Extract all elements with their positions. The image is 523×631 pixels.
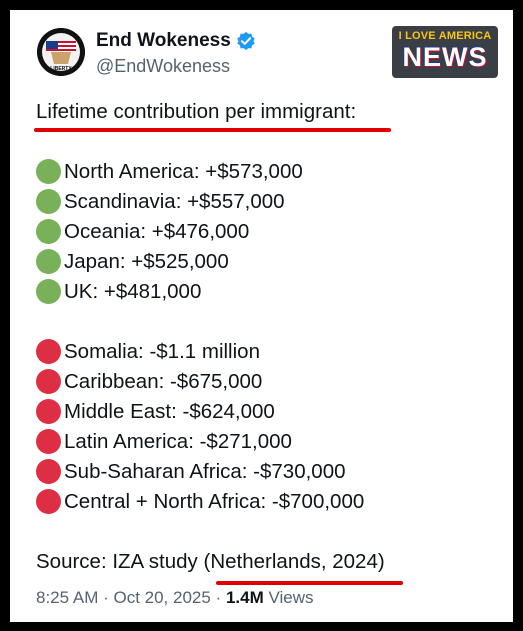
red-circle-icon xyxy=(36,428,61,454)
list-item: North America: +$573,000 xyxy=(36,158,303,186)
list-item-text: UK: +$481,000 xyxy=(64,280,202,303)
list-item: Scandinavia: +$557,000 xyxy=(36,188,285,216)
source-line: Source: IZA study (Netherlands, 2024) xyxy=(36,548,385,576)
list-item-text: Sub-Saharan Africa: -$730,000 xyxy=(64,460,346,483)
display-name[interactable]: End Wokeness xyxy=(96,30,231,51)
heading-underline xyxy=(34,128,391,132)
tweet-card: LIBERTY End Wokeness @EndWokeness I LOVE… xyxy=(10,10,513,622)
list-item: Middle East: -$624,000 xyxy=(36,398,275,426)
author-handle[interactable]: @EndWokeness xyxy=(96,56,231,76)
list-item-text: Central + North Africa: -$700,000 xyxy=(64,490,365,513)
red-circle-icon xyxy=(36,488,61,514)
source-highlight: Netherlands, 2024 xyxy=(210,550,378,573)
green-circle-icon xyxy=(36,188,61,214)
green-circle-icon xyxy=(36,158,61,184)
list-item: Somalia: -$1.1 million xyxy=(36,338,260,366)
list-item: Central + North Africa: -$700,000 xyxy=(36,488,364,516)
avatar-image: LIBERTY xyxy=(37,28,85,76)
list-item-text: Latin America: -$271,000 xyxy=(64,430,292,453)
list-item: Japan: +$525,000 xyxy=(36,248,229,276)
red-circle-icon xyxy=(36,368,61,394)
author-name-row: End Wokeness xyxy=(96,30,256,52)
list-item-text: North America: +$573,000 xyxy=(64,160,303,183)
avatar-text: LIBERTY xyxy=(50,66,72,72)
green-circle-icon xyxy=(36,218,61,244)
list-item-text: Scandinavia: +$557,000 xyxy=(64,190,285,213)
source-suffix: ) xyxy=(377,550,385,573)
views-label: Views xyxy=(263,588,314,607)
news-logo: I LOVE AMERICA NEWS xyxy=(392,26,498,78)
list-item-text: Oceania: +$476,000 xyxy=(64,220,250,243)
source-underline xyxy=(216,581,403,585)
red-circle-icon xyxy=(36,398,61,424)
timestamp[interactable]: 8:25 AM · Oct 20, 2025 · xyxy=(36,588,226,607)
list-item-text: Somalia: -$1.1 million xyxy=(64,340,260,363)
news-logo-line1: I LOVE AMERICA xyxy=(398,30,492,42)
list-item-text: Middle East: -$624,000 xyxy=(64,400,275,423)
list-item: UK: +$481,000 xyxy=(36,278,201,306)
list-item-text: Japan: +$525,000 xyxy=(64,250,229,273)
news-logo-line2: NEWS xyxy=(402,42,488,72)
source-prefix: Source: IZA study ( xyxy=(36,550,211,573)
green-circle-icon xyxy=(36,278,61,304)
avatar[interactable]: LIBERTY xyxy=(37,28,85,76)
list-item: Latin America: -$271,000 xyxy=(36,428,292,456)
tweet-meta: 8:25 AM · Oct 20, 2025 · 1.4M Views xyxy=(36,588,314,608)
verified-badge-icon xyxy=(237,31,255,51)
red-circle-icon xyxy=(36,458,61,484)
views-count: 1.4M xyxy=(225,588,264,607)
red-circle-icon xyxy=(36,338,61,364)
list-item: Oceania: +$476,000 xyxy=(36,218,249,246)
list-item: Caribbean: -$675,000 xyxy=(36,368,262,396)
list-item: Sub-Saharan Africa: -$730,000 xyxy=(36,458,346,486)
tweet-heading: Lifetime contribution per immigrant: xyxy=(36,100,357,123)
green-circle-icon xyxy=(36,248,61,274)
list-item-text: Caribbean: -$675,000 xyxy=(64,370,263,393)
